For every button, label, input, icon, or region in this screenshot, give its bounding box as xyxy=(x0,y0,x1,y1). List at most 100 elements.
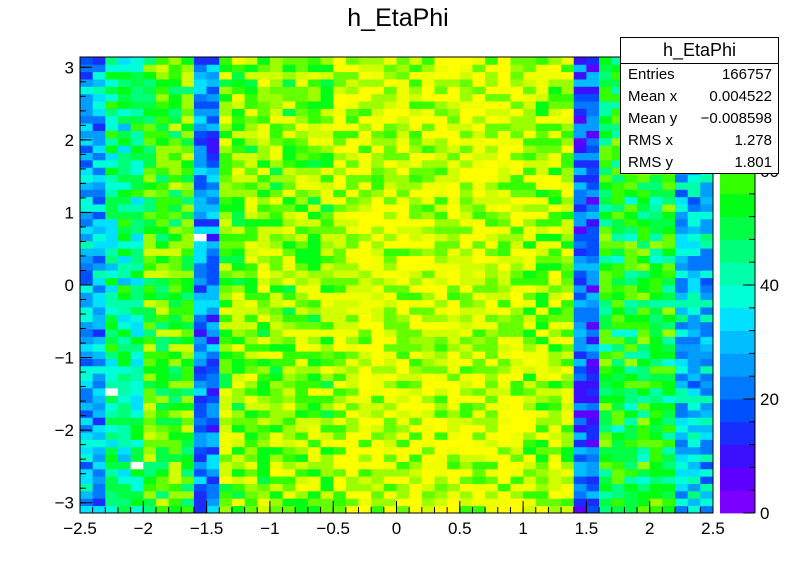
heatmap-cell xyxy=(206,167,220,176)
heatmap-cell xyxy=(105,410,119,418)
heatmap-cell xyxy=(358,152,372,161)
heatmap-cell xyxy=(497,240,511,249)
heatmap-cell xyxy=(447,446,461,455)
heatmap-cell xyxy=(599,358,613,367)
heatmap-cell xyxy=(421,432,435,440)
heatmap-cell xyxy=(231,145,245,154)
heatmap-cell xyxy=(80,145,94,154)
heatmap-cell xyxy=(687,285,701,293)
heatmap-cell xyxy=(599,505,613,514)
heatmap-cell xyxy=(700,490,714,499)
heatmap-cell xyxy=(611,461,625,470)
heatmap-cell xyxy=(282,461,296,470)
heatmap-cell xyxy=(573,115,587,124)
heatmap-cell xyxy=(383,358,397,367)
heatmap-cell xyxy=(244,432,258,440)
heatmap-cell xyxy=(472,343,486,352)
heatmap-cell xyxy=(485,292,499,301)
heatmap-cell xyxy=(105,255,119,264)
heatmap-cell xyxy=(257,240,271,249)
heatmap-cell xyxy=(662,395,676,404)
heatmap-cell xyxy=(92,329,106,337)
heatmap-cell xyxy=(206,277,220,286)
heatmap-cell xyxy=(447,329,461,337)
heatmap-cell xyxy=(143,476,157,484)
heatmap-cell xyxy=(459,439,473,448)
heatmap-cell xyxy=(80,182,94,190)
heatmap-cell xyxy=(700,410,714,418)
heatmap-cell xyxy=(535,196,549,205)
heatmap-cell xyxy=(548,123,562,131)
heatmap-cell xyxy=(193,483,207,492)
heatmap-cell xyxy=(295,498,309,507)
heatmap-cell xyxy=(257,101,271,109)
heatmap-cell xyxy=(80,255,94,264)
heatmap-cell xyxy=(168,71,182,80)
heatmap-cell xyxy=(421,137,435,146)
heatmap-cell xyxy=(155,137,170,146)
heatmap-cell xyxy=(637,498,651,507)
heatmap-cell xyxy=(497,159,511,168)
heatmap-cell xyxy=(383,321,397,330)
heatmap-cell xyxy=(396,432,410,440)
heatmap-cell xyxy=(535,255,549,264)
heatmap-cell xyxy=(206,71,220,80)
heatmap-cell xyxy=(649,226,663,234)
heatmap-cell xyxy=(105,299,119,308)
heatmap-cell xyxy=(333,314,347,323)
heatmap-cell xyxy=(295,454,309,462)
heatmap-cell xyxy=(231,71,245,80)
heatmap-cell xyxy=(573,336,587,345)
heatmap-cell xyxy=(497,498,511,507)
heatmap-cell xyxy=(307,424,321,433)
heatmap-cell xyxy=(320,446,334,455)
heatmap-cell xyxy=(573,505,587,514)
heatmap-cell xyxy=(421,336,435,345)
heatmap-cell xyxy=(80,277,94,286)
heatmap-cell xyxy=(143,189,157,198)
heatmap-cell xyxy=(637,373,651,382)
heatmap-cell xyxy=(383,285,397,293)
heatmap-cell xyxy=(269,86,283,95)
heatmap-cell xyxy=(586,387,600,396)
heatmap-cell xyxy=(333,395,347,404)
heatmap-cell xyxy=(231,343,245,352)
heatmap-cell xyxy=(548,86,562,95)
heatmap-cell xyxy=(80,292,94,301)
heatmap-cell xyxy=(561,233,575,242)
heatmap-cell xyxy=(231,79,245,87)
heatmap-cell xyxy=(219,461,233,470)
heatmap-cell xyxy=(282,211,296,220)
heatmap-cell xyxy=(447,211,461,220)
heatmap-cell xyxy=(459,123,473,131)
heatmap-cell xyxy=(687,439,701,448)
heatmap-cell xyxy=(611,373,625,382)
heatmap-cell xyxy=(497,189,511,198)
heatmap-cell xyxy=(434,123,448,131)
heatmap-cell xyxy=(586,373,600,382)
heatmap-cell xyxy=(269,182,283,190)
heatmap-cell xyxy=(434,189,448,198)
heatmap-cell xyxy=(624,461,638,470)
heatmap-cell xyxy=(92,159,106,168)
heatmap-cell xyxy=(219,277,233,286)
heatmap-cell xyxy=(421,182,435,190)
heatmap-cell xyxy=(155,240,170,249)
heatmap-cell xyxy=(510,373,524,382)
heatmap-cell xyxy=(687,417,701,426)
heatmap-cell xyxy=(434,218,448,227)
heatmap-cell xyxy=(282,137,296,146)
heatmap-cell xyxy=(409,240,423,249)
heatmap-cell xyxy=(624,255,638,264)
heatmap-cell xyxy=(472,410,486,418)
heatmap-cell xyxy=(447,432,461,440)
heatmap-cell xyxy=(345,262,359,271)
heatmap-cell xyxy=(700,343,714,352)
heatmap-cell xyxy=(155,424,170,433)
heatmap-cell xyxy=(459,402,473,411)
heatmap-cell xyxy=(662,204,676,212)
heatmap-cell xyxy=(472,108,486,117)
heatmap-cell xyxy=(219,123,233,131)
heatmap-cell xyxy=(181,86,195,95)
heatmap-cell xyxy=(396,285,410,293)
